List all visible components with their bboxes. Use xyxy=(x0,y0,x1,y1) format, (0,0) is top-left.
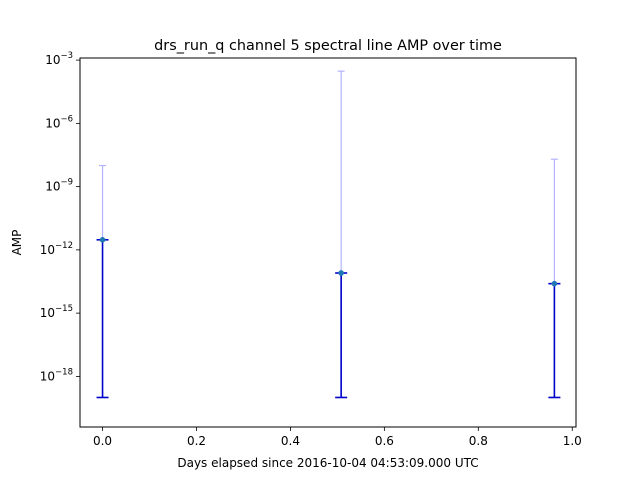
data-point xyxy=(551,280,558,287)
x-tick-label: 0.2 xyxy=(187,434,206,448)
x-tick-label: 0.6 xyxy=(375,434,394,448)
y-axis: 10−18 10−15 10−12 10−9 10−6 10−3 xyxy=(40,51,80,383)
chart-title: drs_run_q channel 5 spectral line AMP ov… xyxy=(154,38,502,54)
plot-layer xyxy=(96,70,561,399)
y-tick-label: 10−15 xyxy=(40,304,73,320)
x-tick-label: 0.8 xyxy=(469,434,488,448)
x-axis: 0.0 0.2 0.4 0.6 0.8 1.0 xyxy=(93,427,582,448)
plot-frame xyxy=(79,57,577,428)
y-axis-label: AMP xyxy=(10,230,24,256)
x-axis-label: Days elapsed since 2016-10-04 04:53:09.0… xyxy=(177,456,478,470)
y-tick-label: 10−12 xyxy=(40,241,73,257)
y-tick-label: 10−18 xyxy=(40,367,73,383)
y-tick-label: 10−9 xyxy=(45,178,73,194)
y-tick-label: 10−3 xyxy=(45,51,73,67)
x-tick-label: 1.0 xyxy=(563,434,582,448)
y-tick-label: 10−6 xyxy=(45,114,73,130)
x-tick-label: 0.4 xyxy=(281,434,300,448)
x-tick-label: 0.0 xyxy=(93,434,112,448)
data-point xyxy=(338,270,345,276)
data-point xyxy=(99,236,106,243)
